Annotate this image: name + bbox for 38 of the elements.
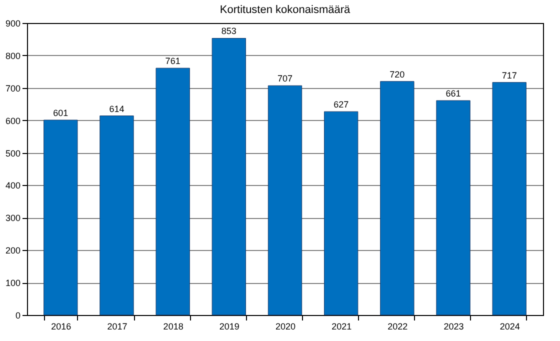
x-tick-label: 2020 xyxy=(275,322,296,332)
x-tick-label: 2021 xyxy=(332,322,352,332)
x-tick-label: 2019 xyxy=(219,322,240,332)
data-label: 707 xyxy=(277,74,293,84)
data-label: 761 xyxy=(165,56,180,66)
data-label: 853 xyxy=(221,26,236,36)
bar xyxy=(492,82,526,316)
x-tick-label: 2016 xyxy=(51,322,72,332)
x-tick-label: 2018 xyxy=(163,322,184,332)
bar xyxy=(436,100,470,316)
bar xyxy=(156,68,190,316)
data-label: 717 xyxy=(502,70,517,80)
x-tick-label: 2017 xyxy=(107,322,128,332)
data-label: 720 xyxy=(390,69,405,80)
data-label: 627 xyxy=(334,100,349,110)
y-tick-label: 200 xyxy=(5,246,20,256)
x-tick-label: 2024 xyxy=(500,322,520,332)
bar xyxy=(100,116,134,316)
y-tick-label: 500 xyxy=(5,148,20,158)
bar xyxy=(324,111,358,316)
data-label: 661 xyxy=(446,88,461,99)
bar xyxy=(380,81,414,316)
y-tick-label: 600 xyxy=(5,116,20,126)
y-tick-label: 900 xyxy=(5,18,20,28)
bar xyxy=(44,120,78,316)
y-tick-label: 400 xyxy=(5,180,20,191)
y-tick-label: 700 xyxy=(5,83,20,94)
x-tick-label: 2023 xyxy=(444,322,464,332)
data-label: 614 xyxy=(109,104,124,114)
x-tick-label: 2022 xyxy=(388,322,408,332)
y-tick-label: 300 xyxy=(5,213,20,224)
chart-title: Kortitusten kokonaismäärä xyxy=(220,4,351,16)
data-label: 601 xyxy=(53,108,68,118)
bar xyxy=(268,85,302,316)
y-tick-label: 0 xyxy=(15,310,20,320)
bar xyxy=(212,38,246,316)
y-tick-label: 800 xyxy=(5,50,20,61)
y-tick-label: 100 xyxy=(5,278,20,288)
